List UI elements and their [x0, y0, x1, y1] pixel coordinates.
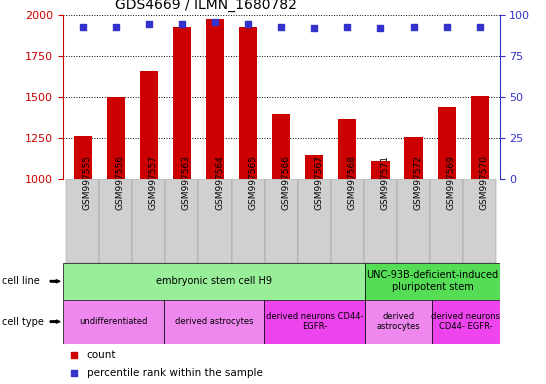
- Text: percentile rank within the sample: percentile rank within the sample: [87, 368, 263, 378]
- Point: [244, 20, 252, 26]
- Text: undifferentiated: undifferentiated: [79, 317, 147, 326]
- Text: GSM997566: GSM997566: [281, 155, 290, 210]
- Text: count: count: [87, 350, 116, 360]
- FancyBboxPatch shape: [63, 263, 365, 300]
- Text: GSM997570: GSM997570: [480, 155, 489, 210]
- Text: cell line: cell line: [2, 276, 39, 286]
- FancyBboxPatch shape: [198, 179, 232, 263]
- Bar: [106, 98, 125, 179]
- FancyBboxPatch shape: [99, 179, 132, 263]
- Bar: [405, 137, 423, 179]
- FancyBboxPatch shape: [364, 179, 397, 263]
- FancyBboxPatch shape: [165, 179, 198, 263]
- Text: UNC-93B-deficient-induced
pluripotent stem: UNC-93B-deficient-induced pluripotent st…: [366, 270, 498, 292]
- Text: GSM997565: GSM997565: [248, 155, 257, 210]
- FancyBboxPatch shape: [365, 263, 500, 300]
- FancyBboxPatch shape: [264, 300, 365, 344]
- FancyBboxPatch shape: [164, 300, 264, 344]
- Text: GDS4669 / ILMN_1680782: GDS4669 / ILMN_1680782: [115, 0, 297, 12]
- Point: [409, 24, 418, 30]
- FancyBboxPatch shape: [331, 179, 364, 263]
- Point: [376, 25, 385, 31]
- Point: [69, 352, 78, 358]
- FancyBboxPatch shape: [132, 179, 165, 263]
- Text: GSM997571: GSM997571: [381, 155, 389, 210]
- Point: [78, 24, 87, 30]
- Text: derived neurons
CD44- EGFR-: derived neurons CD44- EGFR-: [431, 312, 501, 331]
- Bar: [206, 19, 224, 179]
- Bar: [173, 27, 191, 179]
- Bar: [305, 155, 323, 179]
- Text: GSM997564: GSM997564: [215, 156, 224, 210]
- Point: [111, 24, 120, 30]
- Bar: [272, 114, 290, 179]
- FancyBboxPatch shape: [430, 179, 463, 263]
- Bar: [471, 96, 489, 179]
- Text: GSM997572: GSM997572: [413, 156, 423, 210]
- FancyBboxPatch shape: [232, 179, 265, 263]
- Text: GSM997556: GSM997556: [116, 155, 124, 210]
- Text: derived astrocytes: derived astrocytes: [175, 317, 253, 326]
- Point: [145, 20, 153, 26]
- Text: GSM997568: GSM997568: [347, 155, 357, 210]
- Text: GSM997569: GSM997569: [447, 155, 456, 210]
- FancyBboxPatch shape: [365, 300, 432, 344]
- Text: derived
astrocytes: derived astrocytes: [377, 312, 420, 331]
- Point: [211, 19, 219, 25]
- Point: [277, 24, 286, 30]
- Text: cell type: cell type: [2, 316, 44, 327]
- Bar: [339, 119, 357, 179]
- Bar: [239, 27, 257, 179]
- FancyBboxPatch shape: [397, 179, 430, 263]
- FancyBboxPatch shape: [298, 179, 331, 263]
- Text: derived neurons CD44-
EGFR-: derived neurons CD44- EGFR-: [266, 312, 364, 331]
- Bar: [371, 161, 389, 179]
- FancyBboxPatch shape: [265, 179, 298, 263]
- Text: GSM997557: GSM997557: [149, 155, 158, 210]
- Point: [476, 24, 484, 30]
- Point: [177, 20, 186, 26]
- Point: [69, 370, 78, 376]
- FancyBboxPatch shape: [66, 179, 99, 263]
- Text: GSM997567: GSM997567: [314, 155, 323, 210]
- FancyBboxPatch shape: [432, 300, 500, 344]
- Point: [310, 25, 319, 31]
- Bar: [74, 136, 92, 179]
- Text: embryonic stem cell H9: embryonic stem cell H9: [156, 276, 272, 286]
- Bar: [140, 71, 158, 179]
- Point: [442, 24, 451, 30]
- FancyBboxPatch shape: [63, 300, 164, 344]
- Text: GSM997563: GSM997563: [182, 155, 191, 210]
- Point: [343, 24, 352, 30]
- Bar: [437, 107, 456, 179]
- Text: GSM997555: GSM997555: [82, 155, 92, 210]
- FancyBboxPatch shape: [463, 179, 496, 263]
